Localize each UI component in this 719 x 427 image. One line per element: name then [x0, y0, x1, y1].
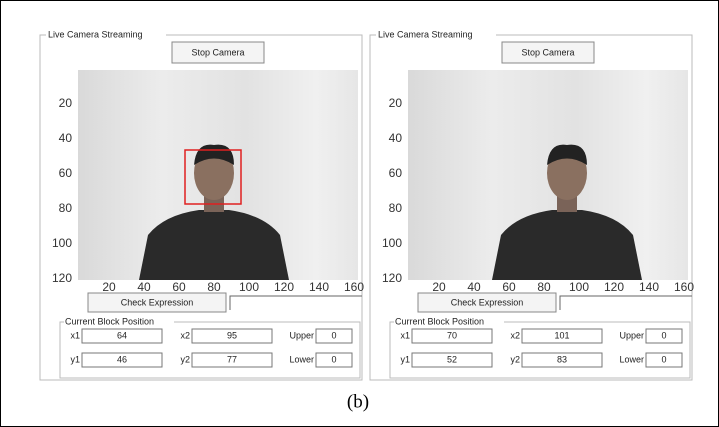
field-label: x2 — [180, 330, 190, 340]
y-tick-label: 20 — [389, 96, 403, 110]
screenshot: (b) Live Camera Streaming Stop Camera 20 40… — [0, 0, 719, 427]
field-label: y1 — [400, 354, 410, 364]
x-tick-label: 120 — [274, 280, 294, 294]
y-tick-label: 120 — [52, 271, 72, 285]
caption: (b) — [347, 391, 369, 412]
check-button-label[interactable]: Check Expression — [121, 297, 194, 307]
field-value[interactable]: 64 — [117, 330, 127, 340]
y-tick-label: 80 — [59, 201, 73, 215]
x-tick-label: 160 — [674, 280, 694, 294]
field-label: Upper — [289, 330, 314, 340]
x-tick-label: 100 — [569, 280, 589, 294]
stop-button-label[interactable]: Stop Camera — [521, 47, 574, 57]
x-tick-label: 60 — [172, 280, 186, 294]
y-tick-label: 20 — [59, 96, 73, 110]
y-tick-label: 120 — [382, 271, 402, 285]
block-title: Current Block Position — [65, 316, 154, 326]
field-label: y2 — [180, 354, 190, 364]
y-tick-label: 60 — [59, 166, 73, 180]
panel-title: Live Camera Streaming — [48, 29, 143, 39]
field-label: Lower — [619, 354, 644, 364]
x-tick-label: 20 — [432, 280, 446, 294]
y-tick-label: 100 — [52, 236, 72, 250]
x-tick-label: 40 — [467, 280, 481, 294]
field-value[interactable]: 0 — [661, 330, 666, 340]
y-tick-label: 100 — [382, 236, 402, 250]
field-label: Lower — [289, 354, 314, 364]
field-value[interactable]: 83 — [557, 354, 567, 364]
x-tick-label: 160 — [344, 280, 364, 294]
x-tick-label: 20 — [102, 280, 116, 294]
x-tick-label: 140 — [639, 280, 659, 294]
field-label: y2 — [510, 354, 520, 364]
field-value[interactable]: 0 — [661, 354, 666, 364]
field-label: Upper — [619, 330, 644, 340]
field-value[interactable]: 101 — [554, 330, 569, 340]
field-value[interactable]: 0 — [331, 330, 336, 340]
field-value[interactable]: 70 — [447, 330, 457, 340]
field-label: y1 — [70, 354, 80, 364]
field-value[interactable]: 52 — [447, 354, 457, 364]
x-tick-label: 120 — [604, 280, 624, 294]
field-label: x1 — [70, 330, 80, 340]
panel-title: Live Camera Streaming — [378, 29, 473, 39]
field-value[interactable]: 77 — [227, 354, 237, 364]
y-tick-label: 40 — [59, 131, 73, 145]
field-value[interactable]: 95 — [227, 330, 237, 340]
x-tick-label: 100 — [239, 280, 259, 294]
x-tick-label: 40 — [137, 280, 151, 294]
x-tick-label: 140 — [309, 280, 329, 294]
x-tick-label: 80 — [207, 280, 221, 294]
field-label: x2 — [510, 330, 520, 340]
stop-button-label[interactable]: Stop Camera — [191, 47, 244, 57]
field-value[interactable]: 46 — [117, 354, 127, 364]
field-label: x1 — [400, 330, 410, 340]
y-tick-label: 40 — [389, 131, 403, 145]
block-title: Current Block Position — [395, 316, 484, 326]
y-tick-label: 80 — [389, 201, 403, 215]
x-tick-label: 60 — [502, 280, 516, 294]
field-value[interactable]: 0 — [331, 354, 336, 364]
x-tick-label: 80 — [537, 280, 551, 294]
y-tick-label: 60 — [389, 166, 403, 180]
check-button-label[interactable]: Check Expression — [451, 297, 524, 307]
